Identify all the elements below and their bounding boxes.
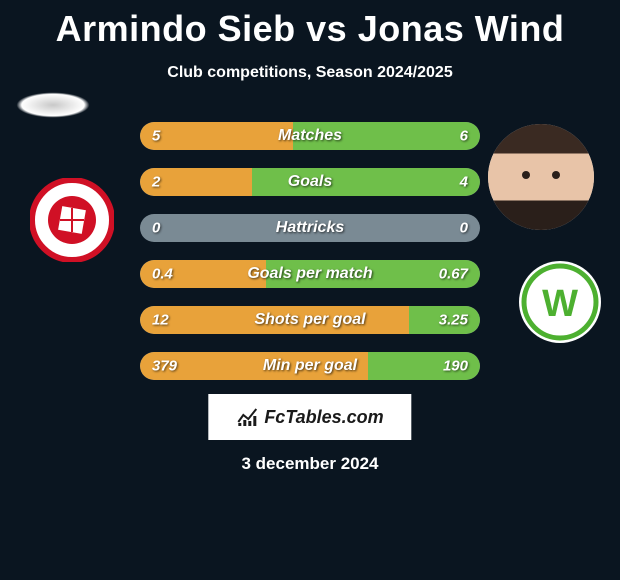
stat-value-left: 379 [152,358,177,375]
stat-row: 12 3.25 Shots per goal [140,306,480,334]
subtitle: Club competitions, Season 2024/2025 [0,64,620,82]
brand-badge: FcTables.com [208,394,411,440]
stat-value-right: 190 [443,358,468,375]
stat-label: Goals [288,173,332,191]
bar-left [140,122,293,150]
date-label: 3 december 2024 [241,454,378,474]
chart-icon [236,406,258,428]
stat-label: Matches [278,127,342,145]
player-left-portrait [0,82,106,128]
svg-text:W: W [542,283,578,325]
stat-value-left: 0 [152,220,160,237]
comparison-chart: 5 6 Matches 2 4 Goals 0 0 Hattricks 0.4 0.67 Goals … [140,122,480,398]
stat-label: Min per goal [263,357,357,375]
stat-value-left: 12 [152,312,169,329]
vs-separator: vs [296,8,358,49]
player-right-portrait [488,124,594,230]
stat-value-left: 2 [152,174,160,191]
player-right-name: Jonas Wind [358,8,565,49]
stat-value-left: 0.4 [152,266,173,283]
bar-right [252,168,480,196]
stat-value-right: 0 [460,220,468,237]
stat-label: Goals per match [247,265,372,283]
stat-value-left: 5 [152,128,160,145]
stat-row: 0.4 0.67 Goals per match [140,260,480,288]
stat-label: Shots per goal [254,311,365,329]
stat-value-right: 4 [460,174,468,191]
brand-text: FcTables.com [264,407,383,428]
stat-value-right: 3.25 [439,312,468,329]
stat-row: 5 6 Matches [140,122,480,150]
stat-value-right: 6 [460,128,468,145]
stat-label: Hattricks [276,219,344,237]
stat-value-right: 0.67 [439,266,468,283]
stat-row: 0 0 Hattricks [140,214,480,242]
page-title: Armindo Sieb vs Jonas Wind [0,0,620,50]
stat-row: 379 190 Min per goal [140,352,480,380]
player-left-name: Armindo Sieb [56,8,296,49]
club-left-logo [30,178,114,262]
stat-row: 2 4 Goals [140,168,480,196]
club-right-logo: W [518,260,602,344]
